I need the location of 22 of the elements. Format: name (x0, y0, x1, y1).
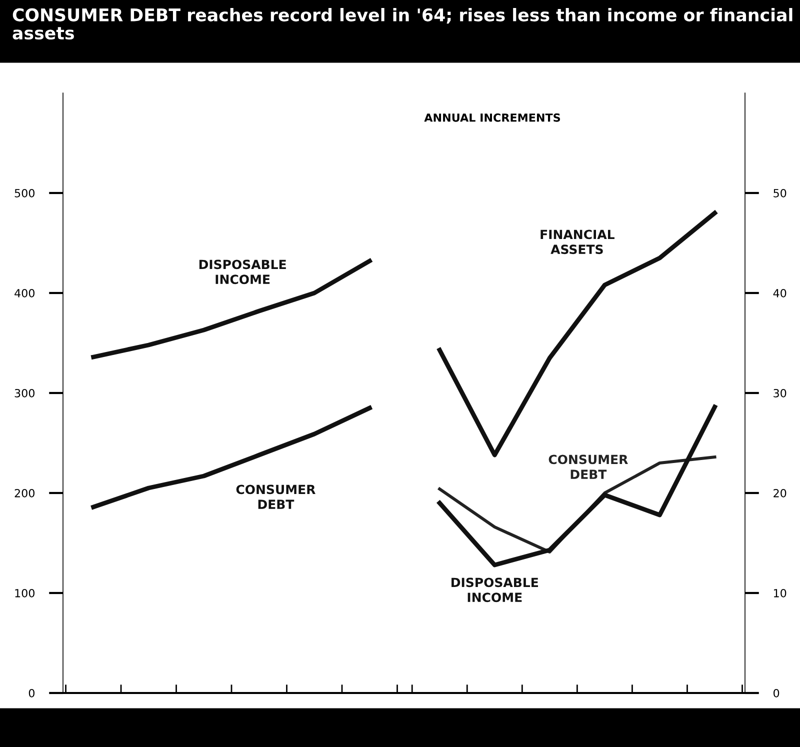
series-label: CONSUMER DEBT (236, 484, 316, 509)
y-tick-label: 0 (774, 688, 780, 698)
y-tick-label: 50 (774, 188, 786, 198)
line-series (437, 404, 717, 568)
line-series (91, 258, 372, 360)
y-tick-label: 200 (14, 488, 34, 498)
series-label: DISPOSABLE INCOME (199, 260, 286, 284)
chart-title: CONSUMER DEBT reaches record level in '64; rises less than income or financial assets (12, 8, 792, 40)
text: ANNUAL INCREMENTS (424, 113, 560, 122)
y-tick-label: 500 (14, 188, 34, 198)
y-tick-label: 20 (774, 488, 786, 498)
y-tick-label: 100 (15, 588, 34, 598)
y-tick-label: 10 (774, 588, 786, 598)
y-tick-label: 0 (28, 688, 34, 698)
line-series (91, 406, 372, 510)
series-label: DISPOSABLE INCOME (452, 578, 538, 602)
series-label: CONSUMER DEBT (548, 454, 628, 479)
y-tick-label: 300 (14, 388, 34, 398)
series-label: FINANCIAL ASSETS (540, 230, 614, 254)
y-tick-label: 30 (774, 388, 786, 398)
y-tick-label: 400 (14, 288, 34, 298)
y-tick-label: 40 (773, 288, 786, 298)
